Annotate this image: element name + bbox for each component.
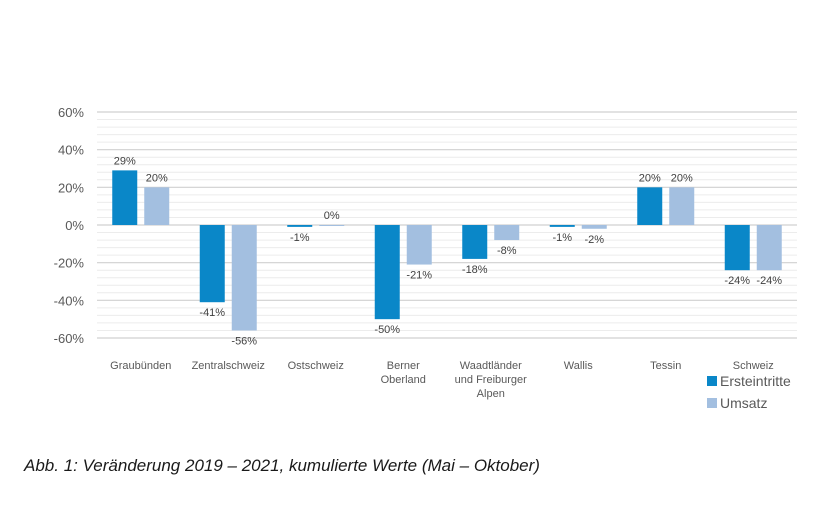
category-label: Oberland [381, 374, 426, 386]
legend-label: Umsatz [720, 395, 767, 411]
bars [112, 170, 782, 331]
bar-umsatz [319, 225, 345, 226]
bar-ersteintritte [199, 225, 225, 303]
y-tick-label: -60% [54, 331, 85, 346]
legend: Ersteintritte Umsatz [707, 373, 791, 411]
data-label: -21% [406, 270, 432, 282]
category-label: Wallis [564, 360, 593, 372]
data-label: -1% [552, 232, 572, 244]
y-tick-label: -40% [54, 293, 85, 308]
data-label: -50% [374, 324, 400, 336]
category-label: Zentralschweiz [192, 360, 265, 372]
y-tick-label: 0% [65, 218, 84, 233]
bar-ersteintritte [549, 225, 575, 227]
category-label: Schweiz [733, 360, 774, 372]
bar-umsatz [669, 187, 695, 225]
figure-caption: Abb. 1: Veränderung 2019 – 2021, kumulie… [24, 456, 540, 475]
category-label: Ostschweiz [288, 360, 344, 372]
data-label: 20% [146, 172, 168, 184]
bar-ersteintritte [637, 187, 663, 225]
y-tick-label: 40% [58, 143, 84, 158]
data-label: 29% [114, 155, 136, 167]
data-label: -2% [584, 234, 604, 246]
data-label: -8% [497, 245, 517, 257]
category-label: Waadtländer [460, 360, 522, 372]
bar-umsatz [494, 225, 520, 241]
data-label: -41% [199, 307, 225, 319]
bar-ersteintritte [287, 225, 313, 227]
category-label: Graubünden [110, 360, 171, 372]
bar-umsatz [231, 225, 257, 331]
bar-umsatz [406, 225, 432, 265]
data-label: 20% [671, 172, 693, 184]
category-label: Tessin [650, 360, 681, 372]
bar-umsatz [144, 187, 170, 225]
data-label: -24% [724, 275, 750, 287]
data-label: 20% [639, 172, 661, 184]
category-label: Berner [387, 360, 420, 372]
category-label: Alpen [477, 388, 505, 400]
data-label: 0% [324, 210, 340, 222]
bar-ersteintritte [112, 170, 138, 225]
y-axis: 60% 40% 20% 0% -20% -40% -60% [54, 105, 85, 346]
data-label: -24% [756, 275, 782, 287]
bar-umsatz [756, 225, 782, 271]
bar-ersteintritte [724, 225, 750, 271]
x-axis-categories: Graubünden Zentralschweiz Ostschweiz Berner… [110, 360, 774, 400]
data-label: -56% [231, 335, 257, 347]
legend-swatch [707, 376, 717, 386]
bar-ersteintritte [462, 225, 488, 259]
data-label: -1% [290, 232, 310, 244]
y-tick-label: 60% [58, 105, 84, 120]
legend-label: Ersteintritte [720, 373, 791, 389]
legend-swatch [707, 398, 717, 408]
data-label: -18% [462, 264, 488, 276]
bar-umsatz [581, 225, 607, 229]
y-tick-label: -20% [54, 256, 85, 271]
y-tick-label: 20% [58, 180, 84, 195]
bar-ersteintritte [374, 225, 400, 320]
category-label: und Freiburger [455, 374, 527, 386]
data-labels: 29% -41% -1% -50% -18% -1% 20% -24% 20% -56% 0% -21… [114, 155, 783, 347]
